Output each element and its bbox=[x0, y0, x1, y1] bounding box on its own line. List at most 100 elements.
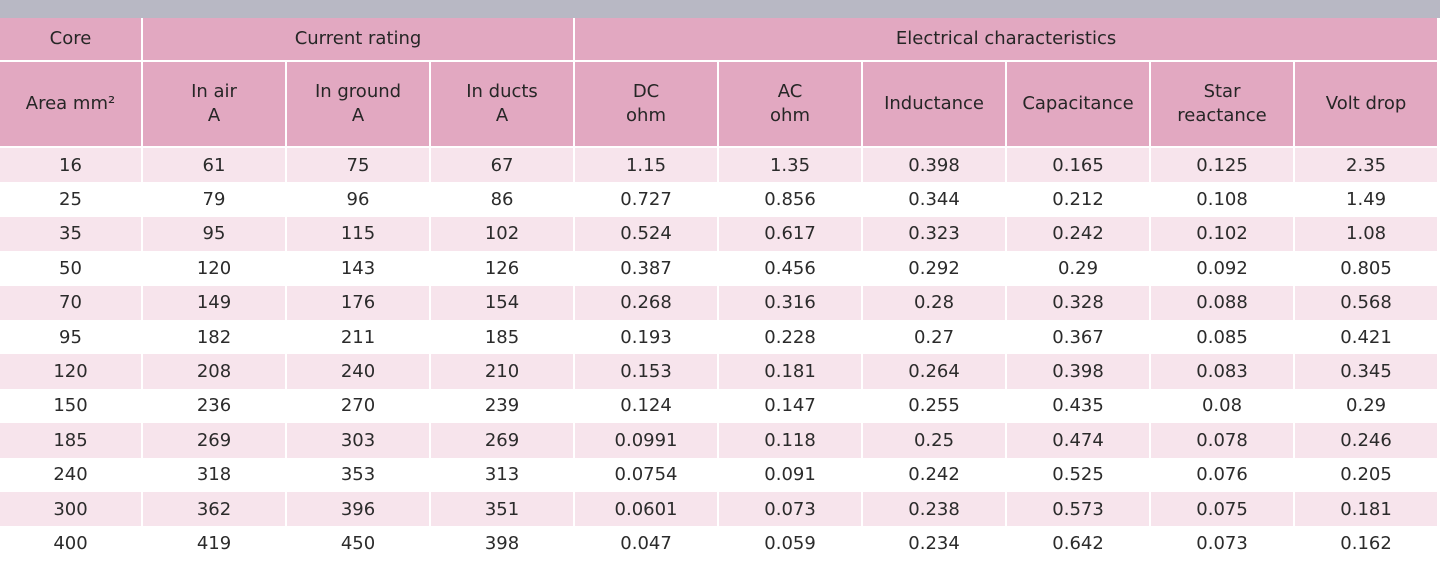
star-reactance-cell: 0.108 bbox=[1149, 182, 1296, 217]
in-air-cell: 236 bbox=[141, 388, 287, 424]
in-ground-cell: 211 bbox=[285, 319, 431, 355]
star-reactance-cell: 0.076 bbox=[1149, 457, 1296, 492]
dc-cell: 0.0601 bbox=[573, 491, 720, 527]
in-ground-cell: 303 bbox=[285, 423, 431, 458]
in-ground-cell: 240 bbox=[285, 354, 431, 389]
header-in-ground-unit: A bbox=[351, 105, 365, 126]
in-ground-cell: 115 bbox=[285, 216, 431, 252]
volt-drop-cell: 0.181 bbox=[1293, 491, 1440, 527]
inductance-cell: 0.242 bbox=[861, 457, 1008, 492]
inductance-cell: 0.234 bbox=[861, 526, 1008, 561]
in-ducts-cell: 185 bbox=[428, 319, 576, 355]
header-area: Area mm² bbox=[0, 61, 143, 148]
header-column-row: Area mm² In air A In ground A In ducts A… bbox=[0, 61, 1440, 148]
star-reactance-cell: 0.075 bbox=[1149, 491, 1296, 527]
volt-drop-cell: 0.29 bbox=[1293, 388, 1440, 424]
in-ground-cell: 75 bbox=[285, 147, 431, 183]
in-air-cell: 269 bbox=[141, 423, 287, 458]
area-cell: 16 bbox=[0, 147, 143, 183]
capacitance-cell: 0.525 bbox=[1005, 457, 1152, 492]
table-row: 95 182 211 185 0.193 0.228 0.27 0.367 0.085 0.421 bbox=[0, 319, 1440, 355]
header-in-ducts-label: In ducts bbox=[466, 81, 538, 102]
in-air-cell: 149 bbox=[141, 285, 287, 320]
header-inductance: Inductance bbox=[861, 61, 1008, 148]
table-row: 50 120 143 126 0.387 0.456 0.292 0.29 0.092 0.805 bbox=[0, 251, 1440, 286]
table-row: 240 318 353 313 0.0754 0.091 0.242 0.525 0.076 0.… bbox=[0, 457, 1440, 492]
ac-cell: 0.617 bbox=[717, 216, 864, 252]
ac-cell: 0.181 bbox=[717, 354, 864, 389]
dc-cell: 0.124 bbox=[573, 388, 720, 424]
table-row: 16 61 75 67 1.15 1.35 0.398 0.165 0.125 2.35 bbox=[0, 147, 1440, 183]
dc-cell: 0.047 bbox=[573, 526, 720, 561]
ac-cell: 0.118 bbox=[717, 423, 864, 458]
area-cell: 35 bbox=[0, 216, 143, 252]
header-ac: AC ohm bbox=[717, 61, 864, 148]
in-ducts-cell: 269 bbox=[428, 423, 576, 458]
area-cell: 150 bbox=[0, 388, 143, 424]
area-cell: 25 bbox=[0, 182, 143, 217]
area-cell: 50 bbox=[0, 251, 143, 286]
table-row: 150 236 270 239 0.124 0.147 0.255 0.435 0.08 0.29 bbox=[0, 388, 1440, 424]
header-star-reactance-line2: reactance bbox=[1177, 105, 1267, 126]
area-cell: 185 bbox=[0, 423, 143, 458]
capacitance-cell: 0.165 bbox=[1005, 147, 1152, 183]
volt-drop-cell: 2.35 bbox=[1293, 147, 1440, 183]
in-ducts-cell: 398 bbox=[428, 526, 576, 561]
header-group-row: Core Current rating Electrical character… bbox=[0, 18, 1440, 62]
dc-cell: 0.0991 bbox=[573, 423, 720, 458]
table-row: 185 269 303 269 0.0991 0.118 0.25 0.474 0.078 0.2… bbox=[0, 423, 1440, 458]
star-reactance-cell: 0.092 bbox=[1149, 251, 1296, 286]
area-cell: 120 bbox=[0, 354, 143, 389]
dc-cell: 0.193 bbox=[573, 319, 720, 355]
ac-cell: 0.147 bbox=[717, 388, 864, 424]
star-reactance-cell: 0.08 bbox=[1149, 388, 1296, 424]
dc-cell: 0.0754 bbox=[573, 457, 720, 492]
header-in-ground: In ground A bbox=[285, 61, 431, 148]
capacitance-cell: 0.398 bbox=[1005, 354, 1152, 389]
volt-drop-cell: 0.568 bbox=[1293, 285, 1440, 320]
capacitance-cell: 0.642 bbox=[1005, 526, 1152, 561]
volt-drop-cell: 1.49 bbox=[1293, 182, 1440, 217]
in-air-cell: 208 bbox=[141, 354, 287, 389]
table-row: 300 362 396 351 0.0601 0.073 0.238 0.573 0.075 0.… bbox=[0, 491, 1440, 527]
inductance-cell: 0.264 bbox=[861, 354, 1008, 389]
area-cell: 400 bbox=[0, 526, 143, 561]
volt-drop-cell: 1.08 bbox=[1293, 216, 1440, 252]
star-reactance-cell: 0.085 bbox=[1149, 319, 1296, 355]
in-ground-cell: 353 bbox=[285, 457, 431, 492]
cable-data-table: Core Current rating Electrical character… bbox=[0, 18, 1440, 561]
ac-cell: 0.091 bbox=[717, 457, 864, 492]
in-ground-cell: 96 bbox=[285, 182, 431, 217]
dc-cell: 0.727 bbox=[573, 182, 720, 217]
ac-cell: 0.073 bbox=[717, 491, 864, 527]
header-current-rating: Current rating bbox=[140, 18, 576, 62]
table-body: 16 61 75 67 1.15 1.35 0.398 0.165 0.125 2.35 25 79 9… bbox=[0, 147, 1440, 561]
ac-cell: 0.228 bbox=[717, 319, 864, 355]
in-ducts-cell: 210 bbox=[428, 354, 576, 389]
header-in-ducts: In ducts A bbox=[428, 61, 576, 148]
star-reactance-cell: 0.088 bbox=[1149, 285, 1296, 320]
in-ground-cell: 143 bbox=[285, 251, 431, 286]
in-air-cell: 419 bbox=[141, 526, 287, 561]
in-ducts-cell: 67 bbox=[428, 147, 576, 183]
ac-cell: 0.856 bbox=[717, 182, 864, 217]
dc-cell: 0.387 bbox=[573, 251, 720, 286]
dc-cell: 0.153 bbox=[573, 354, 720, 389]
table-row: 120 208 240 210 0.153 0.181 0.264 0.398 0.083 0.3… bbox=[0, 354, 1440, 389]
inductance-cell: 0.25 bbox=[861, 423, 1008, 458]
in-air-cell: 362 bbox=[141, 491, 287, 527]
header-ac-unit: ohm bbox=[770, 105, 811, 126]
header-dc-unit: ohm bbox=[626, 105, 667, 126]
table-row: 70 149 176 154 0.268 0.316 0.28 0.328 0.088 0.568 bbox=[0, 285, 1440, 320]
capacitance-cell: 0.573 bbox=[1005, 491, 1152, 527]
header-star-reactance-line1: Star bbox=[1203, 81, 1241, 102]
in-ducts-cell: 351 bbox=[428, 491, 576, 527]
capacitance-cell: 0.29 bbox=[1005, 251, 1152, 286]
inductance-cell: 0.398 bbox=[861, 147, 1008, 183]
in-ducts-cell: 102 bbox=[428, 216, 576, 252]
star-reactance-cell: 0.102 bbox=[1149, 216, 1296, 252]
in-ground-cell: 396 bbox=[285, 491, 431, 527]
volt-drop-cell: 0.345 bbox=[1293, 354, 1440, 389]
inductance-cell: 0.27 bbox=[861, 319, 1008, 355]
header-in-ground-label: In ground bbox=[314, 81, 402, 102]
